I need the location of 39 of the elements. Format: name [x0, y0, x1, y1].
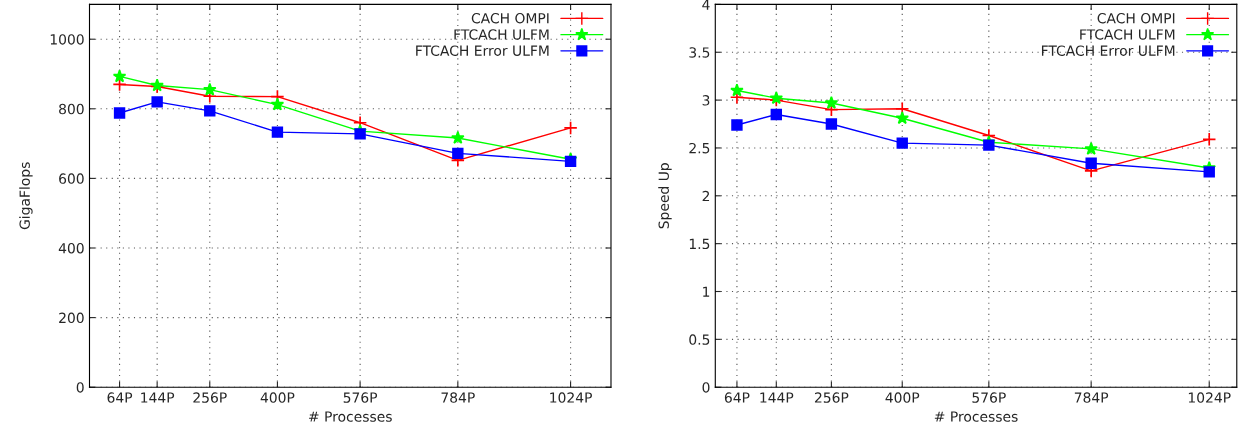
y-tick-label: 0.5 — [689, 334, 710, 345]
y-tick-label: 0 — [702, 382, 710, 393]
y-tick-label: 1.5 — [689, 238, 710, 250]
x-tick-label: 576P — [972, 392, 1006, 403]
x-tick-label: 784P — [441, 392, 475, 403]
legend-label: FTCACH Error ULFM — [416, 45, 549, 56]
x-tick-label: 144P — [760, 392, 794, 403]
y-tick-label: 200 — [59, 312, 84, 324]
x-tick-label: 1024P — [1188, 392, 1231, 403]
x-tick-label: 144P — [141, 392, 175, 403]
x-axis-title: # Processes — [934, 411, 1018, 422]
y-tick-label: 800 — [59, 103, 84, 115]
x-tick-label: 64P — [724, 392, 750, 403]
x-tick-label: 256P — [814, 392, 849, 403]
legend-label: FTCACH Error ULFM — [1041, 45, 1175, 56]
y-tick-label: 1 — [703, 286, 710, 297]
y-tick-label: 600 — [59, 173, 84, 184]
x-tick-label: 64P — [107, 392, 133, 403]
y-tick-label: 4 — [702, 0, 710, 10]
legend-label: FTCACH ULFM — [454, 29, 549, 40]
y-tick-label: 0 — [76, 382, 84, 393]
y-tick-label: 1000 — [50, 34, 84, 45]
legend-label: FTCACH ULFM — [1080, 29, 1175, 40]
y-axis-title: Speed Up — [658, 163, 672, 229]
y-tick-label: 400 — [58, 242, 84, 254]
x-tick-label: 1024P — [550, 392, 592, 403]
y-tick-label: 3.5 — [689, 47, 710, 58]
x-tick-label: 400P — [260, 392, 295, 403]
y-tick-label: 2.5 — [689, 142, 710, 154]
x-tick-label: 784P — [1074, 392, 1109, 403]
y-tick-label: 3 — [702, 95, 710, 106]
x-tick-label: 576P — [343, 392, 378, 403]
x-tick-label: 400P — [885, 392, 920, 403]
y-tick-label: 2 — [702, 190, 710, 202]
x-axis-title: # Processes — [309, 411, 392, 422]
y-axis-title: GigaFlops — [19, 162, 33, 230]
legend-label: CACH OMPI — [1097, 12, 1175, 24]
legend-label: CACH OMPI — [471, 12, 549, 24]
x-tick-label: 256P — [193, 392, 227, 403]
